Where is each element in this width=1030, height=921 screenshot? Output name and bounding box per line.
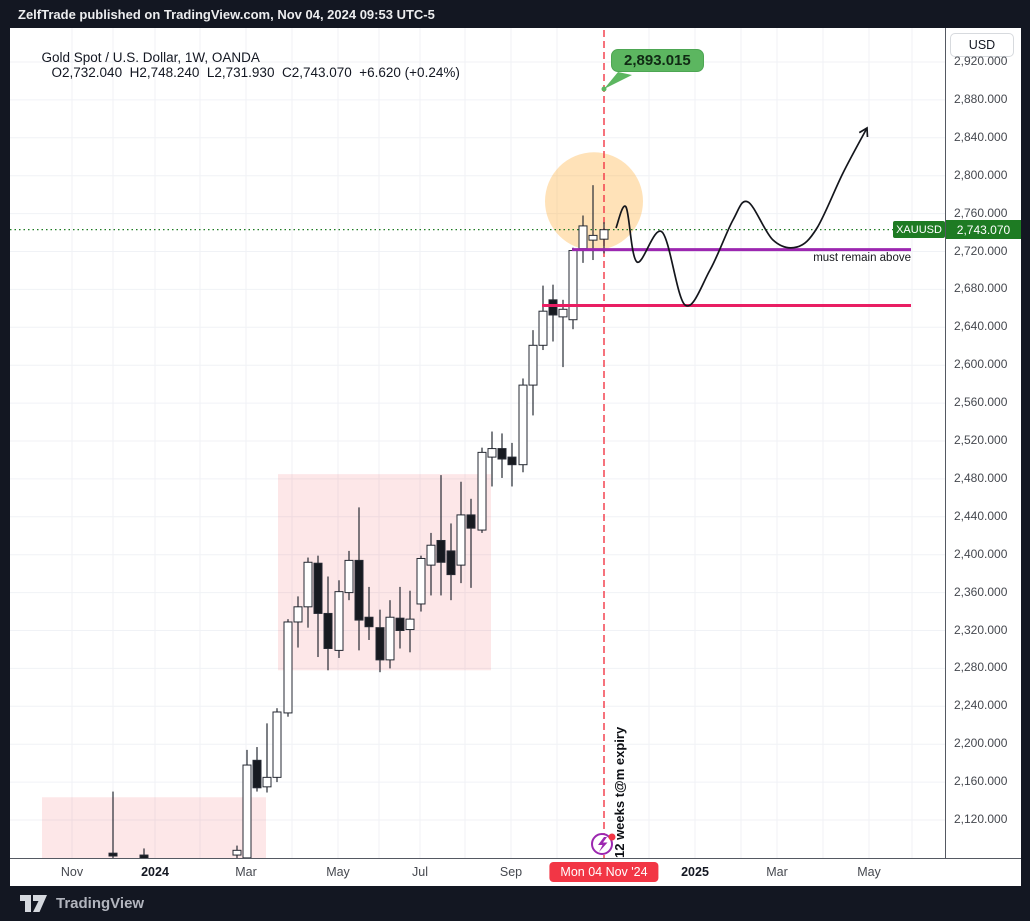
candle-body: [364, 616, 374, 628]
candle-body: [487, 448, 497, 458]
time-axis-label: Mar: [766, 865, 788, 879]
price-tick-label: 2,280.000: [954, 660, 1008, 675]
candle-body: [538, 310, 548, 346]
highlight-circle[interactable]: [545, 152, 643, 251]
expiry-note-text: 12 weeks t@m expiry: [612, 726, 627, 858]
time-axis-label: 2024: [141, 865, 169, 879]
candle-body: [303, 561, 313, 608]
candle-body: [578, 225, 588, 250]
projection-curve[interactable]: [615, 127, 868, 307]
price-tick-label: 2,880.000: [954, 91, 1008, 106]
time-axis-label: Nov: [60, 865, 84, 879]
candle-body: [262, 776, 272, 788]
price-tick-label: 2,120.000: [954, 812, 1008, 826]
candle-body: [375, 627, 385, 661]
last-price-tag: 2,743.070: [946, 220, 1021, 240]
price-tick-label: 2,840.000: [954, 129, 1008, 144]
candle-body: [416, 557, 426, 605]
price-tick-label: 2,920.000: [954, 54, 1008, 68]
time-axis-label: Sep: [499, 865, 523, 879]
price-tick-label: 2,400.000: [954, 546, 1008, 561]
price-tick-label: 2,560.000: [954, 395, 1008, 410]
candle-body: [323, 612, 333, 650]
candle-body: [568, 250, 578, 321]
event-icon-alert-dot: [608, 833, 616, 841]
chart-panel: Gold Spot / U.S. Dollar, 1W, OANDA O2,73…: [10, 28, 1021, 886]
candle-body: [354, 559, 364, 621]
candle-body: [395, 617, 405, 631]
time-axis-label: Jul: [412, 865, 428, 879]
candle-body: [548, 299, 558, 316]
price-axis[interactable]: USD 2,743.070 2,920.000 2,880.000 2,840.00…: [945, 28, 1021, 886]
candle-body: [334, 591, 344, 651]
candle-body: [232, 849, 242, 856]
candle-body: [385, 616, 395, 661]
candle-body: [466, 514, 476, 529]
symbol-price-label: XAUUSD: [893, 221, 945, 239]
time-axis-label: Mar: [235, 865, 257, 879]
footer-bar: TradingView: [0, 886, 1030, 921]
price-tick-label: 2,320.000: [954, 622, 1008, 637]
tradingview-logo-icon[interactable]: [20, 894, 48, 913]
price-tick-label: 2,600.000: [954, 357, 1008, 372]
candle-body: [405, 618, 415, 631]
lightning-bolt-icon: [598, 837, 608, 852]
time-axis-label: May: [326, 865, 350, 879]
callout-tail: [604, 72, 632, 89]
candle-body: [528, 344, 538, 386]
chart-legend[interactable]: Gold Spot / U.S. Dollar, 1W, OANDA O2,73…: [19, 35, 460, 95]
candle-body: [272, 711, 282, 778]
candle-body: [497, 448, 507, 460]
price-tick-label: 2,720.000: [954, 243, 1008, 258]
ohlc-values: O2,732.040 H2,748.240 L2,731.930 C2,743.…: [51, 65, 460, 80]
candle-body: [507, 456, 517, 466]
candle-body: [242, 764, 252, 858]
price-tick-label: 2,800.000: [954, 167, 1008, 182]
time-axis[interactable]: Mon 04 Nov '24 Nov 2024 Mar May Jul Sep 2025 Ma…: [10, 858, 1021, 886]
callout-anchor-dot: [601, 86, 607, 92]
support-note-text: must remain above: [813, 252, 911, 264]
candle-body: [456, 514, 466, 566]
price-tick-label: 2,360.000: [954, 584, 1008, 599]
candle-body: [293, 606, 303, 623]
publish-info-bar: ZelfTrade published on TradingView.com, …: [0, 0, 1030, 28]
candle-body: [139, 854, 149, 858]
brand-name[interactable]: TradingView: [56, 895, 145, 912]
candle-body: [588, 234, 598, 241]
price-tick-label: 2,200.000: [954, 736, 1008, 751]
zone-box[interactable]: [42, 797, 266, 858]
price-tick-label: 2,480.000: [954, 470, 1008, 485]
price-tick-label: 2,760.000: [954, 205, 1008, 220]
price-tick-label: 2,680.000: [954, 281, 1008, 296]
price-tick-label: 2,640.000: [954, 319, 1008, 334]
symbol-title[interactable]: Gold Spot / U.S. Dollar, 1W, OANDA: [41, 50, 260, 65]
price-tick-label: 2,160.000: [954, 774, 1008, 789]
time-axis-label: 2025: [681, 865, 709, 879]
event-date-badge: Mon 04 Nov '24: [549, 862, 659, 882]
candle-body: [313, 562, 323, 614]
publisher-line: ZelfTrade published on TradingView.com, …: [18, 6, 435, 22]
candle-body: [477, 451, 487, 531]
price-chart-canvas[interactable]: [10, 28, 945, 858]
candle-body: [558, 308, 568, 318]
projection-arrowhead: [858, 126, 869, 138]
candle-body: [344, 559, 354, 594]
candle-body: [252, 759, 262, 789]
currency-button[interactable]: USD: [950, 33, 1014, 57]
price-target-callout[interactable]: 2,893.015: [611, 49, 704, 72]
price-tick-label: 2,520.000: [954, 433, 1008, 447]
candle-body: [108, 852, 118, 857]
time-axis-label: May: [857, 865, 881, 879]
price-tick-label: 2,440.000: [954, 508, 1008, 523]
candle-body: [518, 384, 528, 466]
candle-body: [426, 544, 436, 566]
candle-body: [599, 229, 609, 240]
candle-body: [446, 550, 456, 576]
candle-body: [436, 539, 446, 563]
price-tick-label: 2,240.000: [954, 698, 1008, 713]
candle-body: [283, 621, 293, 714]
